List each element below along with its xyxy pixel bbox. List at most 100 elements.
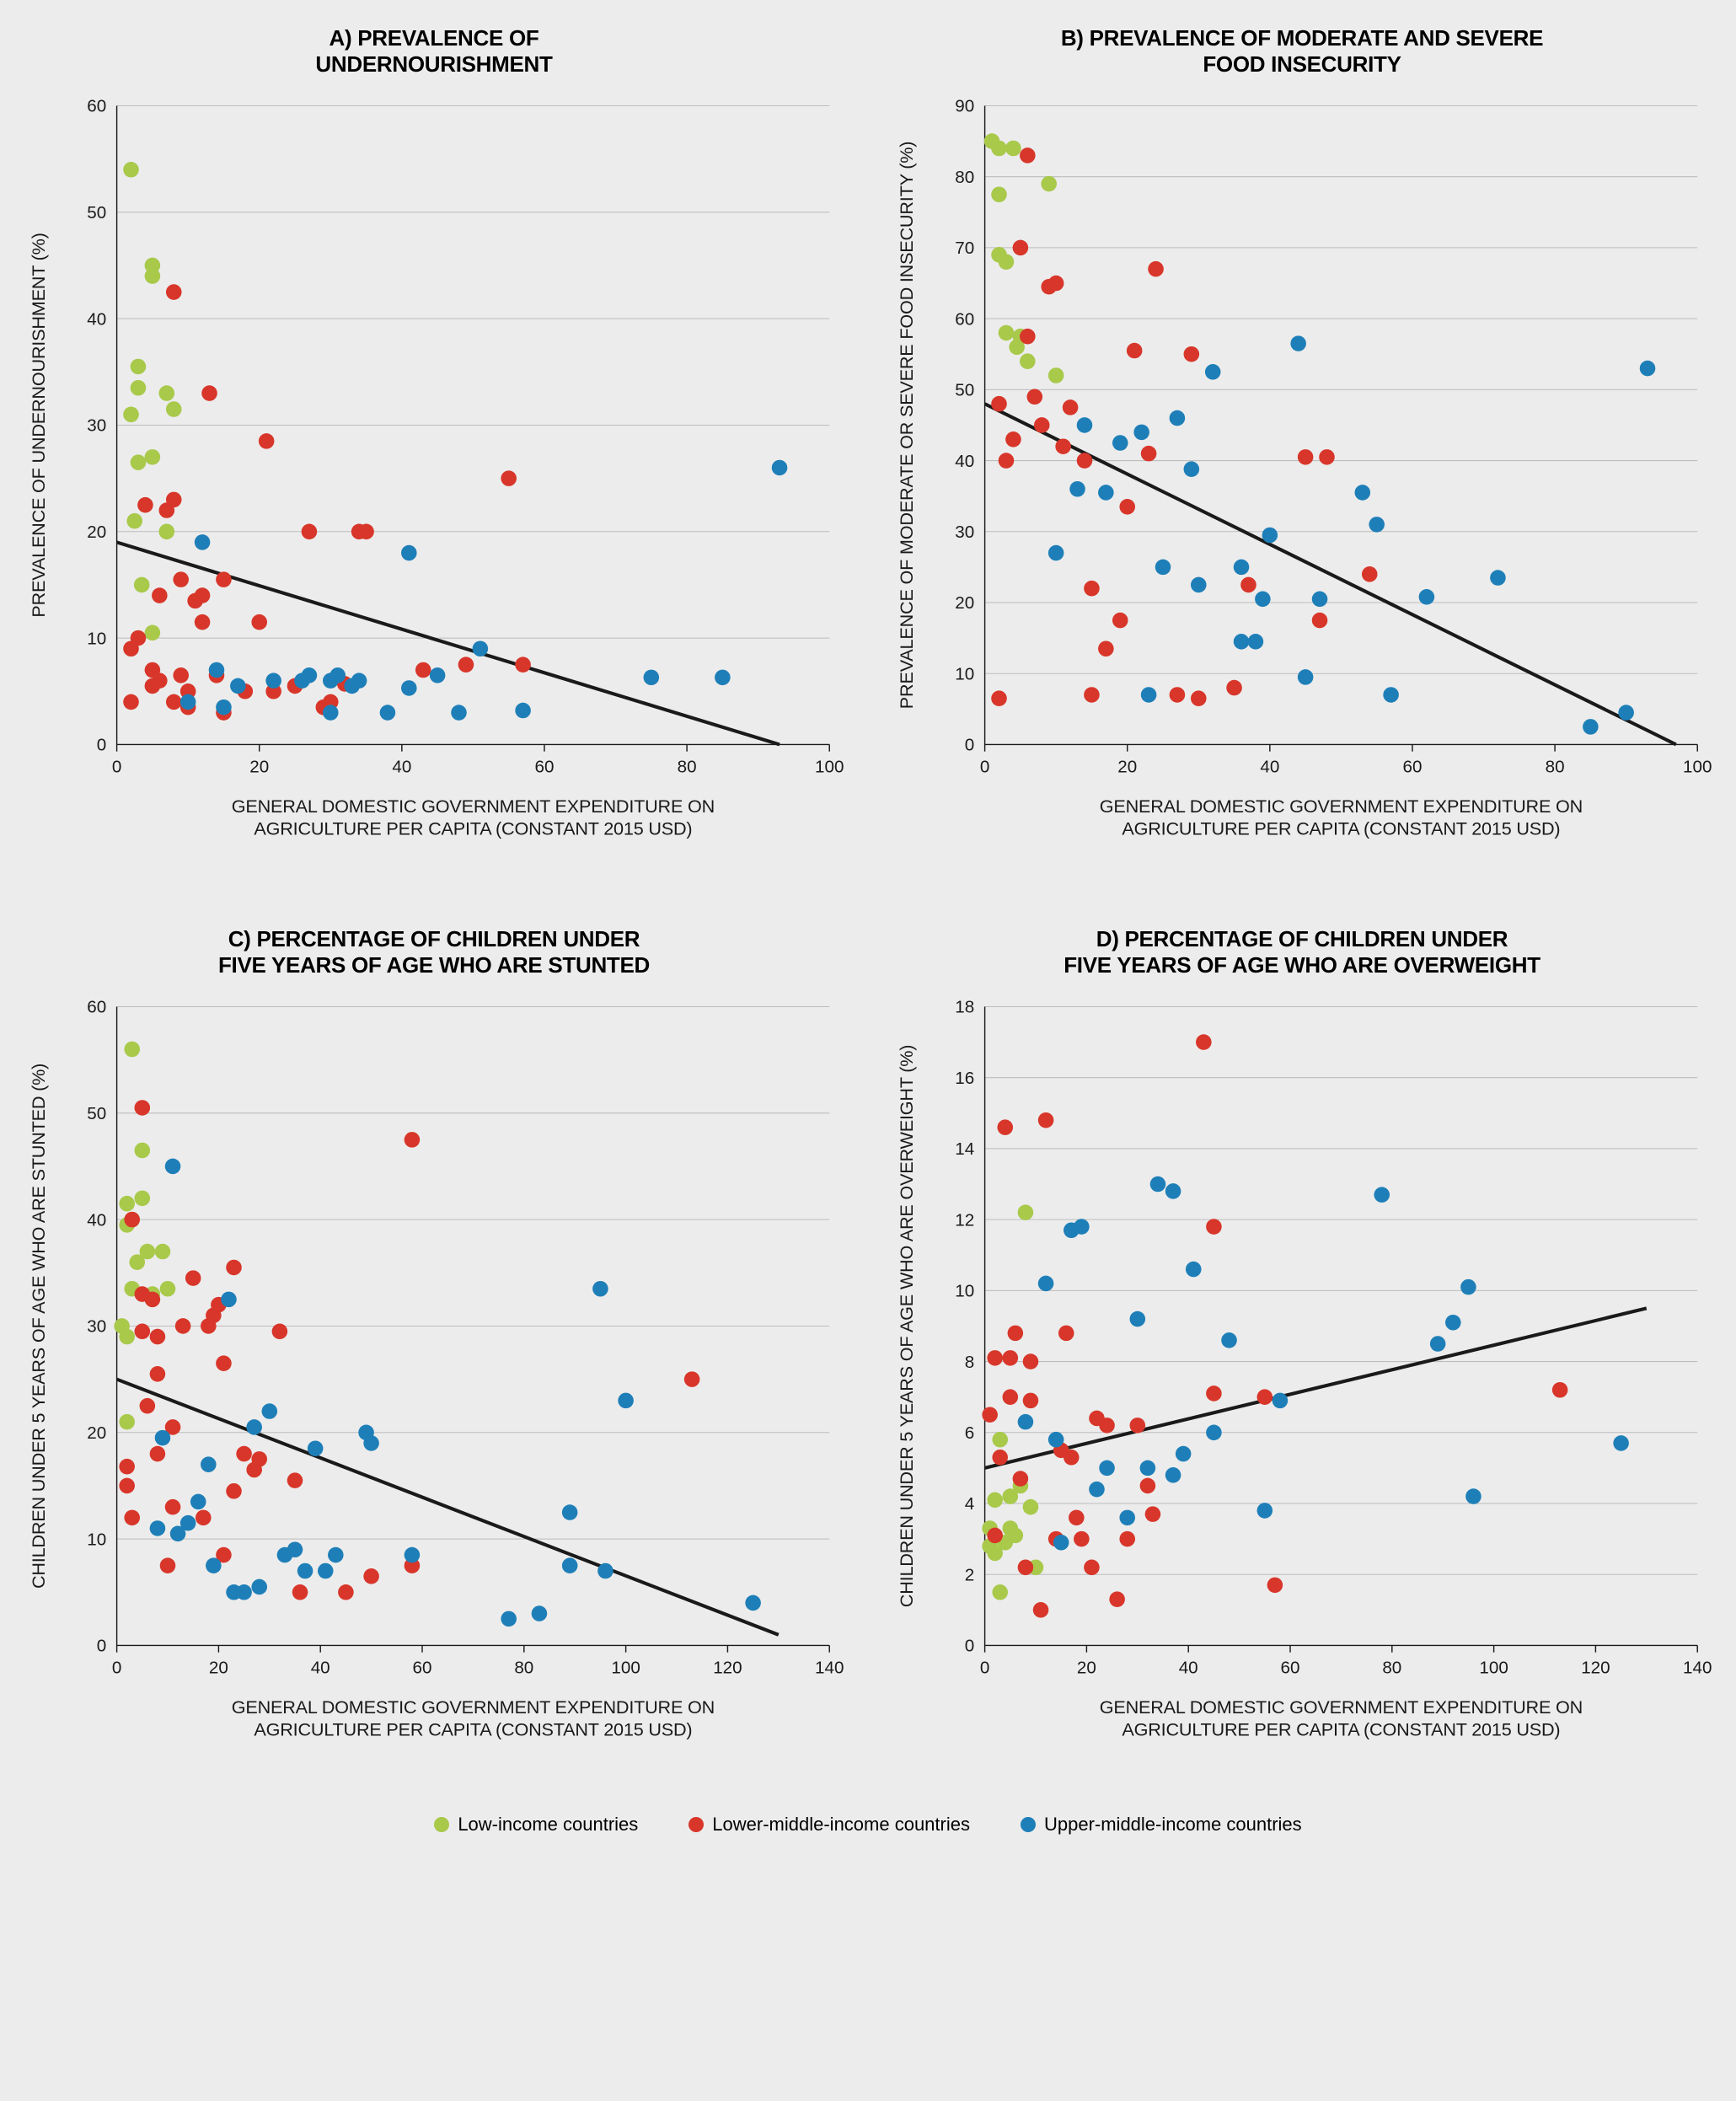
svg-text:60: 60	[535, 758, 555, 777]
data-point	[190, 1493, 206, 1509]
data-point	[1273, 1392, 1289, 1408]
data-point	[1033, 1602, 1049, 1618]
data-point	[999, 453, 1015, 469]
data-point	[119, 1459, 135, 1475]
data-point	[159, 524, 175, 540]
svg-text:10: 10	[87, 1530, 106, 1549]
data-point	[330, 667, 346, 683]
data-point	[992, 1432, 1008, 1448]
data-point	[1119, 1531, 1135, 1547]
data-point	[1069, 481, 1085, 497]
data-point	[1109, 1591, 1125, 1607]
data-point	[1165, 1183, 1181, 1199]
svg-text:0: 0	[112, 1658, 121, 1677]
svg-text:40: 40	[1179, 1658, 1198, 1677]
data-point	[991, 396, 1007, 412]
data-point	[137, 497, 153, 513]
data-point	[405, 1132, 421, 1148]
data-point	[1034, 418, 1050, 434]
data-point	[1130, 1311, 1146, 1327]
svg-text:100: 100	[1683, 758, 1712, 777]
data-point	[1419, 589, 1435, 605]
svg-text:16: 16	[955, 1069, 974, 1088]
data-point	[458, 657, 474, 673]
data-point	[1089, 1482, 1105, 1498]
svg-text:80: 80	[514, 1658, 533, 1677]
data-point	[1112, 613, 1128, 629]
legend-label: Lower-middle-income countries	[712, 1814, 970, 1836]
data-point	[159, 386, 175, 402]
data-point	[1133, 425, 1149, 441]
svg-text:10: 10	[955, 665, 974, 684]
data-point	[592, 1281, 608, 1297]
data-point	[135, 1143, 151, 1159]
data-point	[1319, 449, 1335, 465]
data-point	[1262, 528, 1278, 544]
svg-text:18: 18	[955, 998, 974, 1017]
data-point	[1298, 449, 1314, 465]
data-point	[135, 1100, 151, 1116]
svg-text:20: 20	[1117, 758, 1137, 777]
data-point	[473, 641, 489, 657]
svg-text:10: 10	[955, 1281, 974, 1300]
data-point	[131, 630, 147, 646]
data-point	[1084, 581, 1100, 597]
data-point	[1141, 688, 1157, 704]
data-point	[216, 1355, 232, 1371]
data-point	[401, 545, 417, 561]
data-point	[1141, 446, 1157, 462]
data-point	[1064, 1450, 1080, 1466]
data-point	[302, 667, 318, 683]
data-point	[160, 1557, 176, 1573]
data-point	[515, 657, 531, 673]
data-point	[987, 1527, 1003, 1543]
panel-title: C) PERCENTAGE OF CHILDREN UNDER FIVE YEA…	[218, 926, 650, 978]
svg-text:140: 140	[1683, 1658, 1712, 1677]
data-point	[145, 449, 161, 465]
data-point	[230, 678, 246, 694]
data-point	[992, 1450, 1008, 1466]
data-point	[196, 1509, 212, 1525]
data-point	[123, 407, 139, 423]
data-point	[1490, 571, 1506, 587]
data-point	[1148, 261, 1164, 277]
chart-grid: A) PREVALENCE OF UNDERNOURISHMENT0102030…	[17, 25, 1719, 1776]
data-point	[140, 1244, 156, 1260]
data-point	[166, 402, 182, 418]
data-point	[155, 1244, 171, 1260]
data-point	[119, 1329, 135, 1345]
svg-text:0: 0	[980, 758, 989, 777]
svg-text:60: 60	[955, 310, 974, 330]
x-axis-label: AGRICULTURE PER CAPITA (CONSTANT 2015 US…	[254, 1719, 692, 1740]
data-point	[251, 1579, 267, 1595]
x-axis-label: AGRICULTURE PER CAPITA (CONSTANT 2015 US…	[1122, 818, 1560, 839]
data-point	[1298, 670, 1314, 686]
data-point	[297, 1563, 313, 1579]
legend-item: Lower-middle-income countries	[689, 1814, 970, 1836]
data-point	[1176, 1446, 1192, 1462]
data-point	[363, 1568, 379, 1584]
data-point	[1140, 1478, 1156, 1494]
data-point	[1055, 439, 1071, 455]
data-point	[1206, 1385, 1222, 1402]
x-axis-label: GENERAL DOMESTIC GOVERNMENT EXPENDITURE …	[232, 1696, 715, 1718]
svg-text:120: 120	[713, 1658, 742, 1677]
data-point	[287, 1541, 303, 1557]
data-point	[1008, 1527, 1024, 1543]
svg-text:80: 80	[1546, 758, 1565, 777]
data-point	[318, 1563, 334, 1579]
data-point	[251, 1451, 267, 1467]
data-point	[123, 694, 139, 710]
data-point	[209, 662, 225, 678]
data-point	[150, 1366, 166, 1382]
x-axis-label: GENERAL DOMESTIC GOVERNMENT EXPENDITURE …	[232, 796, 715, 817]
panel-C: C) PERCENTAGE OF CHILDREN UNDER FIVE YEA…	[17, 926, 851, 1777]
data-point	[155, 1430, 171, 1446]
data-point	[1063, 399, 1079, 415]
svg-text:70: 70	[955, 239, 974, 259]
trend-line	[985, 1308, 1647, 1467]
svg-text:6: 6	[965, 1423, 974, 1443]
data-point	[1248, 634, 1264, 650]
data-point	[562, 1557, 578, 1573]
data-point	[1018, 1559, 1034, 1575]
